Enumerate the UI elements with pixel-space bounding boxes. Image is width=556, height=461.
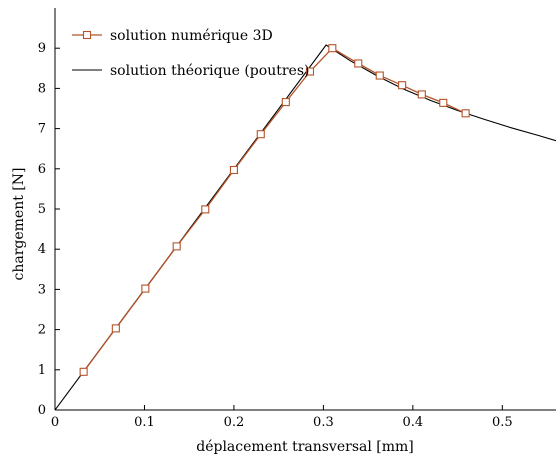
- x-tick-label: 0.2: [224, 415, 245, 430]
- y-tick-label: 9: [38, 41, 46, 56]
- data-point: [172, 242, 181, 251]
- y-tick-label: 0: [38, 403, 46, 418]
- y-tick-label: 8: [38, 81, 46, 96]
- data-point: [417, 90, 426, 99]
- data-point: [398, 81, 407, 90]
- y-tick-label: 5: [38, 202, 46, 217]
- y-axis-label: chargement [N]: [11, 168, 27, 281]
- data-point: [375, 71, 384, 80]
- y-tick-label: 7: [38, 122, 46, 137]
- data-point: [111, 324, 120, 333]
- data-point: [305, 67, 315, 76]
- data-point: [328, 44, 337, 53]
- data-point: [79, 367, 88, 376]
- legend-label-1: solution théorique (poutres): [110, 63, 309, 79]
- data-point: [201, 205, 210, 214]
- y-axis-ticks: 0 1 2 3 4 5 6 7 8 9: [38, 41, 60, 418]
- data-point: [229, 165, 238, 175]
- legend-label-0: solution numérique 3D: [110, 28, 273, 44]
- x-tick-label: 0.3: [313, 415, 334, 430]
- y-tick-label: 3: [38, 282, 46, 297]
- data-point: [354, 59, 363, 68]
- x-tick-label: 0.1: [134, 415, 155, 430]
- data-point: [461, 109, 470, 118]
- series-layer: [55, 44, 556, 410]
- data-point: [439, 98, 448, 107]
- data-point: [256, 130, 265, 139]
- y-tick-label: 4: [38, 242, 46, 257]
- y-tick-label: 1: [38, 363, 46, 378]
- x-axis-ticks: 0 0.1 0.2 0.3 0.4 0.5: [51, 405, 513, 430]
- legend-marker-0: [82, 30, 92, 40]
- x-tick-label: 0.5: [492, 415, 513, 430]
- x-axis-label: déplacement transversal [mm]: [196, 439, 414, 455]
- y-tick-label: 2: [38, 323, 46, 338]
- series-line-1: [55, 44, 556, 410]
- x-tick-label: 0.4: [403, 415, 424, 430]
- legend: solution numérique 3D solution théorique …: [72, 28, 309, 79]
- x-tick-label: 0: [51, 415, 59, 430]
- y-tick-label: 6: [38, 162, 46, 177]
- data-point: [281, 98, 290, 107]
- data-point: [141, 284, 150, 293]
- series-line-0: [83, 47, 466, 373]
